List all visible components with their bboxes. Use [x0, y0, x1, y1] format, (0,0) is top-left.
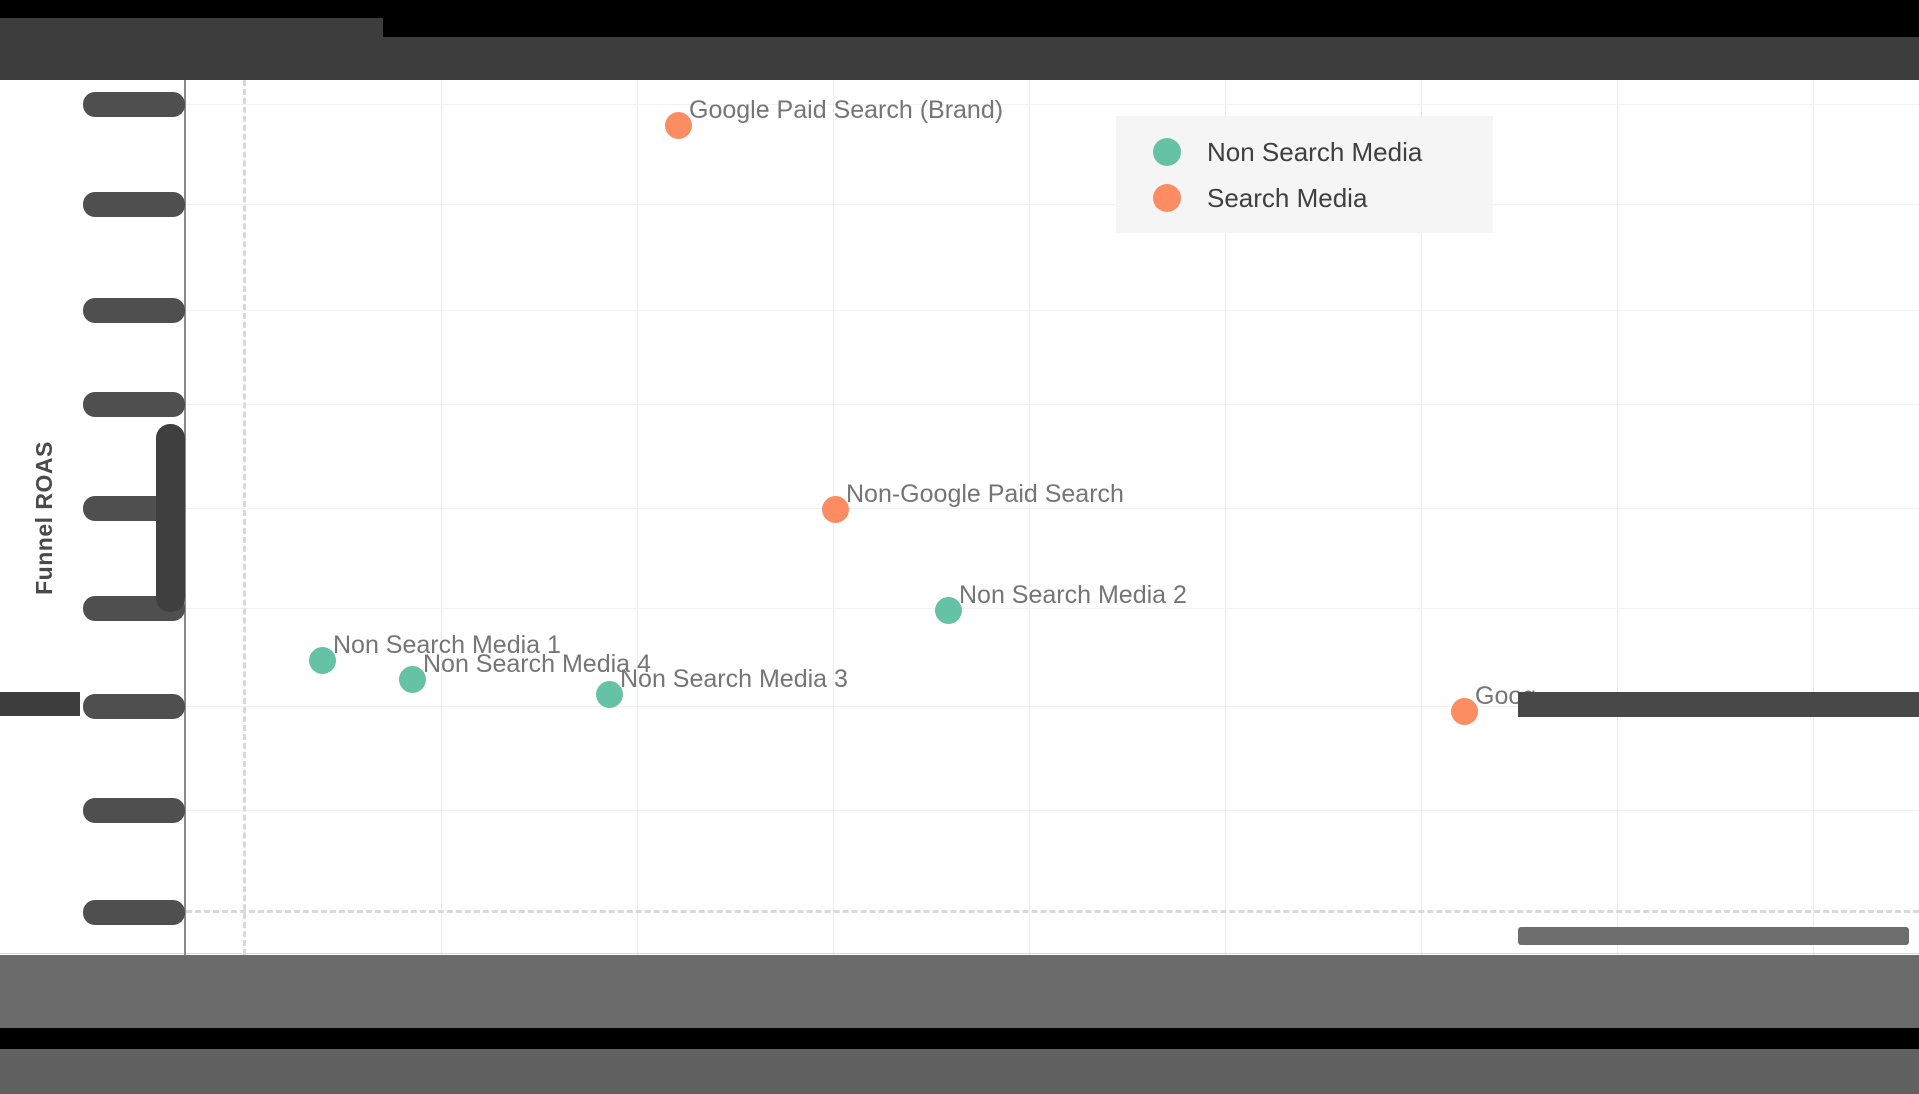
data-point-label: Non Search Media 4 — [423, 650, 651, 678]
gridline-horizontal — [186, 706, 1919, 707]
data-point-dot — [935, 597, 962, 624]
redaction-bar-point-label-right — [1518, 692, 1919, 717]
data-point-dot — [822, 496, 849, 523]
redaction-pill-y-tick-label — [83, 392, 185, 417]
redaction-pill-y-tick-label — [83, 298, 185, 323]
redaction-bar-window-title — [0, 18, 383, 37]
gridline-vertical — [1421, 80, 1422, 955]
gridline-horizontal — [186, 608, 1919, 609]
legend-dot-search-media — [1153, 184, 1181, 212]
gridline-vertical — [1813, 80, 1814, 955]
legend-label: Non Search Media — [1207, 136, 1423, 167]
redaction-band-chart-title — [0, 37, 1919, 80]
redaction-pill-y-tick-label — [83, 798, 185, 823]
legend-dot-non-search-media — [1153, 138, 1181, 166]
gridline-vertical — [441, 80, 442, 955]
data-point-label: Non-Google Paid Search — [846, 480, 1124, 508]
plot-area — [0, 80, 1919, 955]
x-axis-baseline — [0, 953, 1919, 954]
gridline-vertical — [637, 80, 638, 955]
data-point-dot — [596, 681, 623, 708]
gridline-vertical — [1225, 80, 1226, 955]
data-point-dot — [309, 647, 336, 674]
y-axis-spine — [184, 80, 186, 955]
data-point-label: Non Search Media 3 — [620, 665, 848, 693]
legend-item-non-search-media: Non Search Media — [1116, 129, 1493, 175]
legend-item-search-media: Search Media — [1116, 175, 1493, 221]
gridline-horizontal — [186, 404, 1919, 405]
gridline-horizontal — [186, 104, 1919, 105]
data-point-label: Non Search Media 1 — [333, 631, 561, 659]
y-axis-title: Funnel ROAS — [31, 441, 57, 595]
gridline-horizontal — [186, 508, 1919, 509]
redaction-pill-y-tick-label — [83, 900, 185, 925]
vertical-dashed-reference-line — [243, 80, 246, 955]
horizontal-dashed-reference-line — [186, 910, 1919, 913]
redaction-pill-y-tick-label — [83, 192, 185, 217]
gridline-vertical — [1617, 80, 1618, 955]
gridline-horizontal — [186, 204, 1919, 205]
gridline-horizontal — [186, 810, 1919, 811]
chart-legend: Non Search Media Search Media — [1116, 116, 1493, 233]
data-point-dot — [665, 112, 692, 139]
gridline-vertical — [1029, 80, 1030, 955]
redaction-bar-left-edge — [0, 692, 80, 716]
data-point-dot — [399, 666, 426, 693]
redaction-band-footer — [0, 1049, 1919, 1094]
redaction-pill-y-tick-label — [83, 92, 185, 117]
data-point-dot — [1451, 698, 1478, 725]
data-point-label: Non Search Media 2 — [959, 581, 1187, 609]
redaction-pill-y-axis-title — [156, 424, 185, 612]
legend-label: Search Media — [1207, 182, 1368, 213]
data-point-label: Google Paid Search (Brand) — [689, 96, 1004, 124]
gridline-horizontal — [186, 310, 1919, 311]
redaction-bar-x-tick-right — [1518, 927, 1909, 945]
redaction-band-x-axis — [0, 955, 1919, 1028]
redaction-pill-y-tick-label — [83, 694, 185, 719]
